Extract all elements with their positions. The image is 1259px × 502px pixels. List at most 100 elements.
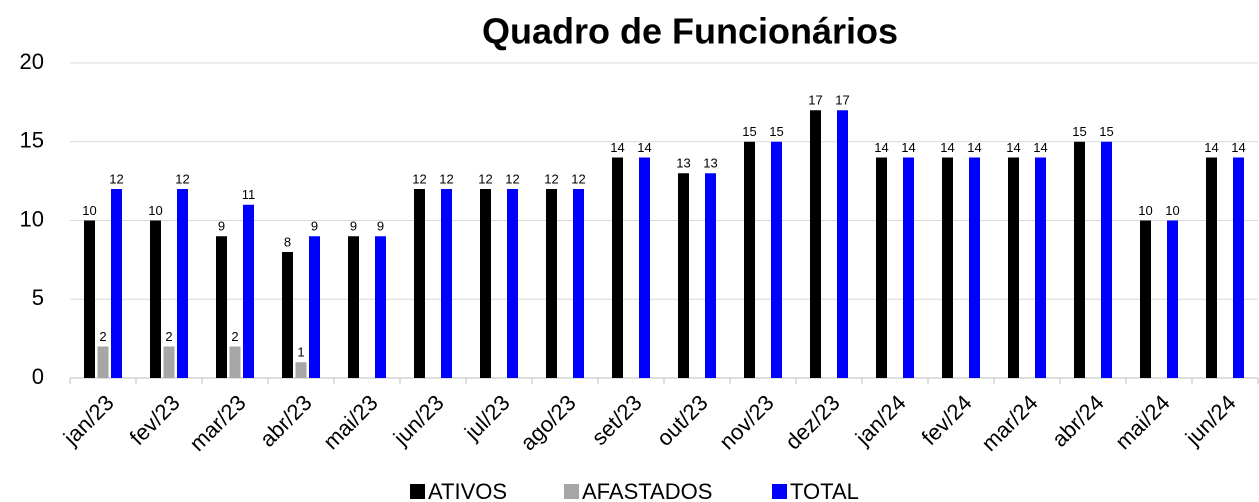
value-label: 2 xyxy=(231,329,238,344)
value-label: 14 xyxy=(1231,140,1245,155)
bar xyxy=(177,189,188,378)
bar xyxy=(1140,220,1151,378)
bar xyxy=(678,173,689,378)
bar xyxy=(942,157,953,378)
legend-swatch xyxy=(410,484,425,499)
value-label: 14 xyxy=(1204,140,1218,155)
y-tick-label: 0 xyxy=(32,364,44,389)
value-label: 12 xyxy=(505,171,519,186)
chart-title: Quadro de Funcionários xyxy=(482,11,898,52)
y-tick-label: 20 xyxy=(20,49,44,74)
value-label: 14 xyxy=(1033,140,1047,155)
value-label: 10 xyxy=(1165,203,1179,218)
bar xyxy=(163,346,175,378)
bar xyxy=(414,189,425,378)
value-label: 14 xyxy=(967,140,981,155)
value-label: 12 xyxy=(175,171,189,186)
bar xyxy=(837,110,848,378)
value-label: 10 xyxy=(1138,203,1152,218)
x-tick-label: mar/24 xyxy=(977,390,1043,456)
x-tick-label: jun/23 xyxy=(388,390,449,451)
bar xyxy=(705,173,716,378)
x-tick-label: abr/23 xyxy=(255,390,317,452)
bar xyxy=(295,362,307,378)
bar xyxy=(771,141,782,378)
bar xyxy=(111,189,122,378)
value-label: 9 xyxy=(218,219,225,234)
bar xyxy=(84,220,95,378)
value-label: 12 xyxy=(544,171,558,186)
x-tick-label: jul/23 xyxy=(459,390,515,446)
y-tick-label: 10 xyxy=(20,206,44,231)
bar xyxy=(1233,157,1244,378)
bar xyxy=(348,236,359,378)
value-label: 17 xyxy=(808,93,822,108)
value-label: 17 xyxy=(835,93,849,108)
legend-label: TOTAL xyxy=(790,479,859,502)
bar xyxy=(282,252,293,378)
value-label: 14 xyxy=(1006,140,1020,155)
bar xyxy=(441,189,452,378)
bar xyxy=(744,141,755,378)
y-tick-label: 15 xyxy=(20,128,44,153)
value-label: 9 xyxy=(350,219,357,234)
value-label: 12 xyxy=(439,171,453,186)
bar xyxy=(1206,157,1217,378)
bar xyxy=(1167,220,1178,378)
value-label: 11 xyxy=(242,187,256,202)
x-tick-label: ago/23 xyxy=(515,390,580,455)
value-label: 12 xyxy=(478,171,492,186)
value-label: 8 xyxy=(284,234,291,249)
value-label: 15 xyxy=(769,124,783,139)
bar xyxy=(546,189,557,378)
bar xyxy=(969,157,980,378)
value-label: 12 xyxy=(571,171,585,186)
x-tick-label: mai/23 xyxy=(318,390,382,454)
bar xyxy=(375,236,386,378)
bar xyxy=(507,189,518,378)
legend-label: AFASTADOS xyxy=(582,479,712,502)
bar xyxy=(1101,141,1112,378)
value-label: 14 xyxy=(610,140,624,155)
value-label: 9 xyxy=(311,219,318,234)
legend-swatch xyxy=(564,484,579,499)
legend-label: ATIVOS xyxy=(428,479,507,502)
bar xyxy=(639,157,650,378)
value-label: 9 xyxy=(377,219,384,234)
bar xyxy=(573,189,584,378)
x-tick-label: jan/24 xyxy=(850,390,911,451)
x-tick-label: jan/23 xyxy=(58,390,119,451)
legend-swatch xyxy=(772,484,787,499)
value-label: 12 xyxy=(109,171,123,186)
value-label: 1 xyxy=(297,345,304,360)
value-label: 14 xyxy=(901,140,915,155)
value-label: 12 xyxy=(412,171,426,186)
value-label: 13 xyxy=(676,156,690,171)
value-label: 2 xyxy=(165,329,172,344)
value-label: 14 xyxy=(637,140,651,155)
value-label: 2 xyxy=(99,329,106,344)
bar xyxy=(810,110,821,378)
bar xyxy=(150,220,161,378)
x-tick-label: jun/24 xyxy=(1180,390,1241,451)
value-label: 15 xyxy=(1099,124,1113,139)
bar xyxy=(309,236,320,378)
bar xyxy=(876,157,887,378)
value-label: 14 xyxy=(940,140,954,155)
value-label: 10 xyxy=(148,203,162,218)
bar xyxy=(243,204,254,378)
value-label: 14 xyxy=(874,140,888,155)
value-label: 13 xyxy=(703,156,717,171)
bar xyxy=(480,189,491,378)
bar xyxy=(229,346,241,378)
x-tick-label: fev/23 xyxy=(125,390,185,450)
bar xyxy=(903,157,914,378)
x-tick-label: dez/23 xyxy=(780,390,844,454)
bar xyxy=(97,346,109,378)
x-tick-label: set/23 xyxy=(587,390,647,450)
value-label: 10 xyxy=(82,203,96,218)
bar xyxy=(612,157,623,378)
x-tick-label: nov/23 xyxy=(714,390,778,454)
x-tick-label: abr/24 xyxy=(1047,390,1109,452)
